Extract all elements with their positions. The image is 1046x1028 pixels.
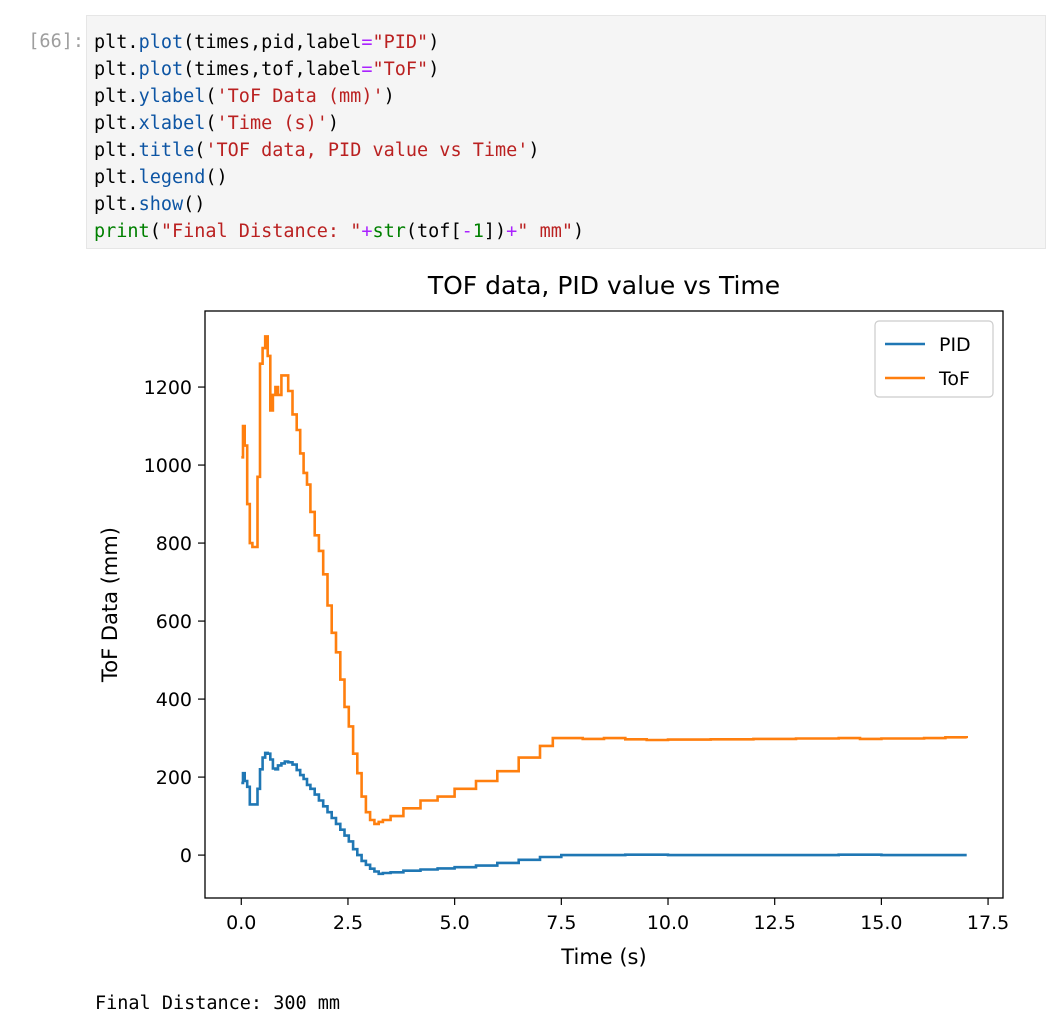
code-token: )	[383, 86, 395, 107]
series-line-pid	[241, 751, 967, 876]
code-token: plot	[138, 59, 184, 80]
plot-frame	[204, 310, 1004, 899]
code-token: =	[361, 32, 373, 53]
code-token: 'Time (s)'	[216, 113, 328, 134]
code-token: show	[138, 194, 184, 215]
code-token: plt.	[94, 140, 139, 161]
code-token: ()	[205, 167, 228, 188]
code-token: (	[194, 140, 206, 161]
code-token: plt.	[94, 32, 139, 53]
code-token: +	[361, 221, 373, 242]
code-token: )	[573, 221, 585, 242]
legend-box	[874, 320, 994, 398]
code-token: title	[138, 140, 195, 161]
code-token: 'ToF Data (mm)'	[216, 86, 384, 107]
code-line: plt.plot(times,pid,label="PID")	[94, 29, 439, 56]
x-tick-label: 0.0	[226, 912, 256, 934]
code-line: plt.xlabel('Time (s)')	[94, 110, 339, 137]
x-axis-label: Time (s)	[560, 945, 646, 969]
code-token: "Final Distance: "	[160, 221, 362, 242]
code-token: +	[506, 221, 518, 242]
y-tick-label: 200	[156, 767, 192, 789]
y-tick-label: 800	[156, 533, 192, 555]
code-token: print	[94, 221, 150, 242]
code-line: plt.legend()	[94, 164, 228, 191]
y-tick-label: 400	[156, 689, 192, 711]
code-line: plt.ylabel('ToF Data (mm)')	[94, 83, 395, 110]
x-tick-label: 15.0	[860, 912, 902, 934]
code-cell[interactable]: plt.plot(times,pid,label="PID") plt.plot(…	[86, 15, 1046, 249]
chart: TOF data, PID value vs Time 0.0 2.5 5.0 7.5 1…	[98, 271, 1009, 969]
code-token: plt.	[94, 167, 139, 188]
code-token: plot	[138, 32, 184, 53]
cell-prompt: [66]:	[28, 31, 84, 52]
y-tick-label: 0	[180, 845, 192, 867]
code-token: )	[428, 32, 440, 53]
code-token: str	[372, 221, 406, 242]
code-token: (	[205, 86, 217, 107]
code-token: (	[205, 113, 217, 134]
legend-label-pid: PID	[939, 334, 971, 356]
code-token: "PID"	[372, 32, 429, 53]
code-token: ()	[183, 194, 206, 215]
cell-output-text: Final Distance: 300 mm	[95, 993, 341, 1014]
code-token: 1	[472, 221, 484, 242]
code-token: xlabel	[138, 113, 206, 134]
code-token: (tof[	[405, 221, 462, 242]
code-token: -	[461, 221, 473, 242]
code-token: " mm"	[517, 221, 573, 242]
y-tick-label: 600	[156, 611, 192, 633]
code-token: (	[149, 221, 161, 242]
code-line: plt.show()	[94, 191, 205, 218]
legend-label-tof: ToF	[938, 368, 970, 390]
code-token: legend	[138, 167, 206, 188]
code-token: plt.	[94, 86, 139, 107]
x-tick-label: 10.0	[647, 912, 689, 934]
code-token: plt.	[94, 113, 139, 134]
code-token: ylabel	[138, 86, 206, 107]
code-token: "ToF"	[372, 59, 429, 80]
x-tick-label: 12.5	[754, 912, 796, 934]
x-tick-label: 7.5	[546, 912, 576, 934]
code-token: ])	[483, 221, 507, 242]
code-token: =	[361, 59, 373, 80]
y-tick-label: 1200	[144, 377, 192, 399]
y-tick-label: 1000	[144, 455, 192, 477]
x-tick-label: 17.5	[967, 912, 1009, 934]
x-tick-label: 5.0	[440, 912, 470, 934]
x-tick-label: 2.5	[333, 912, 363, 934]
code-token: )	[327, 113, 340, 134]
code-line: plt.title('TOF data, PID value vs Time')	[94, 137, 540, 164]
series-line-tof	[241, 335, 968, 826]
code-token: )	[528, 140, 540, 161]
code-token: 'TOF data, PID value vs Time'	[205, 140, 529, 161]
code-token: (times,pid,label	[183, 32, 362, 53]
code-token: (times,tof,label	[183, 59, 362, 80]
code-token: )	[428, 59, 440, 80]
code-token: plt.	[94, 194, 139, 215]
code-line: print("Final Distance: "+str(tof[-1])+" …	[94, 218, 584, 245]
code-line: plt.plot(times,tof,label="ToF")	[94, 56, 439, 83]
chart-title: TOF data, PID value vs Time	[427, 271, 780, 300]
code-token: plt.	[94, 59, 139, 80]
y-axis-label: ToF Data (mm)	[98, 527, 122, 683]
